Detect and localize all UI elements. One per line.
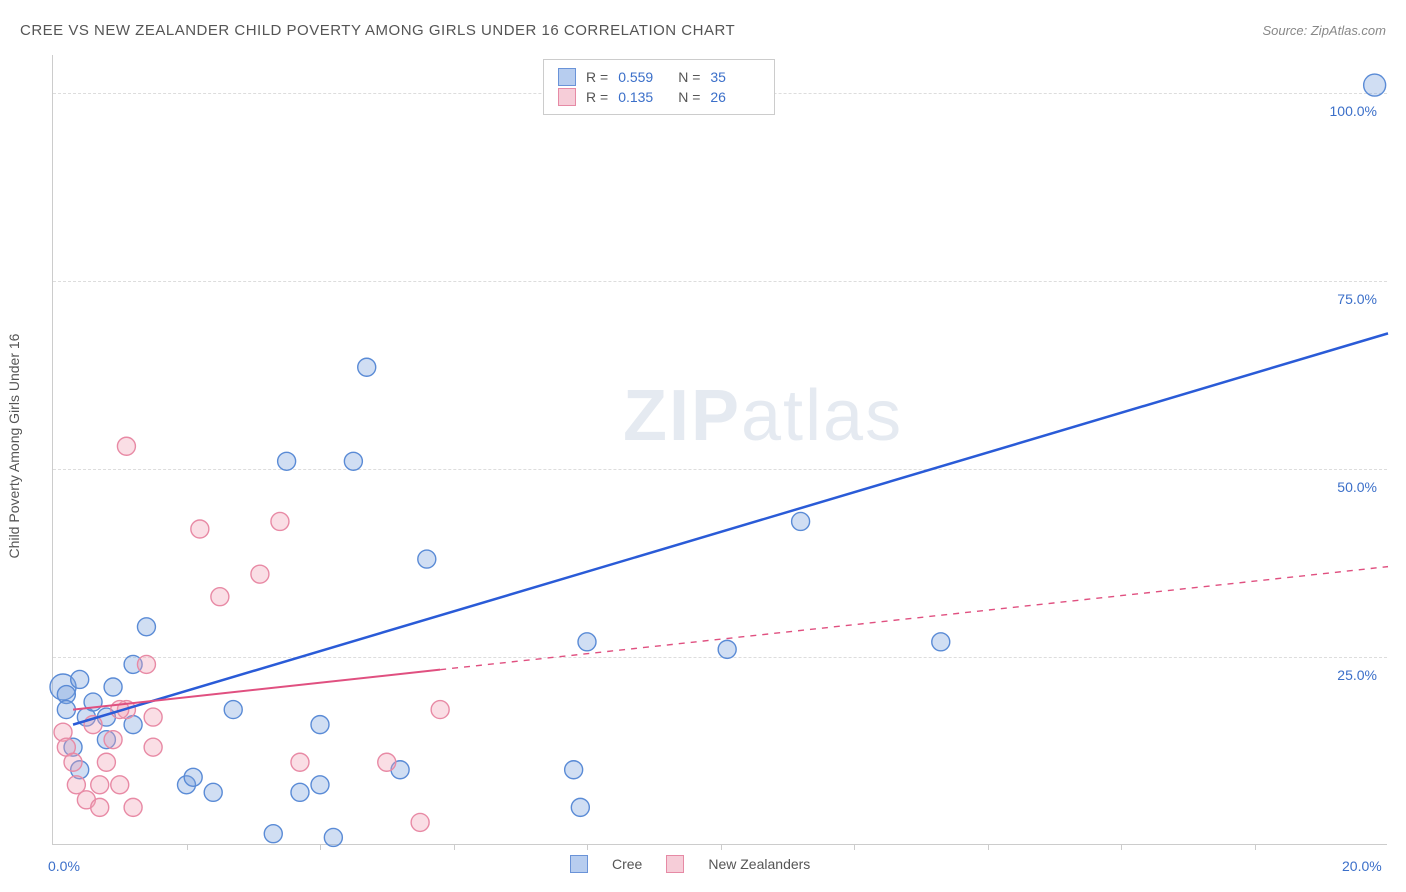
n-value-nz: 26	[710, 89, 760, 105]
swatch-nz-icon	[558, 88, 576, 106]
r-value-cree: 0.559	[618, 69, 668, 85]
data-point[interactable]	[184, 768, 202, 786]
x-tick	[587, 844, 588, 850]
n-value-cree: 35	[710, 69, 760, 85]
data-point[interactable]	[91, 798, 109, 816]
data-point[interactable]	[324, 828, 342, 846]
data-point[interactable]	[358, 358, 376, 376]
data-point[interactable]	[117, 437, 135, 455]
legend-label-nz: New Zealanders	[708, 856, 810, 872]
data-point[interactable]	[144, 738, 162, 756]
x-tick	[1121, 844, 1122, 850]
data-point[interactable]	[291, 783, 309, 801]
data-point[interactable]	[932, 633, 950, 651]
regression-line	[73, 333, 1388, 724]
r-value-nz: 0.135	[618, 89, 668, 105]
scatter-chart: 25.0%50.0%75.0%100.0% ZIPatlas R = 0.559…	[52, 55, 1387, 845]
y-axis-label: Child Poverty Among Girls Under 16	[6, 334, 22, 559]
x-axis-label: 20.0%	[1342, 858, 1382, 874]
x-tick	[187, 844, 188, 850]
series-legend: Cree New Zealanders	[570, 855, 810, 873]
data-point[interactable]	[578, 633, 596, 651]
data-point[interactable]	[91, 776, 109, 794]
plot-area	[53, 55, 1387, 844]
data-point[interactable]	[251, 565, 269, 583]
x-tick	[721, 844, 722, 850]
legend-label-cree: Cree	[612, 856, 642, 872]
data-point[interactable]	[144, 708, 162, 726]
data-point[interactable]	[1364, 74, 1386, 96]
data-point[interactable]	[264, 825, 282, 843]
swatch-nz-icon	[666, 855, 684, 873]
data-point[interactable]	[431, 701, 449, 719]
data-point[interactable]	[418, 550, 436, 568]
data-point[interactable]	[311, 776, 329, 794]
n-label: N =	[678, 69, 700, 85]
data-point[interactable]	[191, 520, 209, 538]
data-point[interactable]	[137, 655, 155, 673]
x-axis-label: 0.0%	[48, 858, 80, 874]
x-tick	[454, 844, 455, 850]
data-point[interactable]	[111, 776, 129, 794]
data-point[interactable]	[104, 678, 122, 696]
data-point[interactable]	[104, 731, 122, 749]
swatch-cree-icon	[570, 855, 588, 873]
r-label: R =	[586, 69, 608, 85]
x-tick	[1255, 844, 1256, 850]
x-tick	[988, 844, 989, 850]
data-point[interactable]	[411, 813, 429, 831]
data-point[interactable]	[291, 753, 309, 771]
data-point[interactable]	[718, 640, 736, 658]
data-point[interactable]	[278, 452, 296, 470]
x-tick	[854, 844, 855, 850]
chart-title: CREE VS NEW ZEALANDER CHILD POVERTY AMON…	[20, 22, 735, 39]
data-point[interactable]	[64, 753, 82, 771]
n-label: N =	[678, 89, 700, 105]
data-point[interactable]	[97, 753, 115, 771]
data-point[interactable]	[571, 798, 589, 816]
regression-line-extrapolated	[440, 567, 1388, 670]
source-label: Source:	[1262, 23, 1310, 38]
data-point[interactable]	[124, 798, 142, 816]
data-point[interactable]	[792, 512, 810, 530]
source-attribution: Source: ZipAtlas.com	[1262, 23, 1386, 38]
data-point[interactable]	[57, 701, 75, 719]
data-point[interactable]	[378, 753, 396, 771]
source-link[interactable]: ZipAtlas.com	[1311, 23, 1386, 38]
data-point[interactable]	[565, 761, 583, 779]
r-label: R =	[586, 89, 608, 105]
data-point[interactable]	[211, 588, 229, 606]
data-point[interactable]	[224, 701, 242, 719]
x-tick	[320, 844, 321, 850]
regression-line	[73, 670, 440, 710]
legend-row-nz: R = 0.135 N = 26	[558, 88, 760, 106]
chart-header: CREE VS NEW ZEALANDER CHILD POVERTY AMON…	[20, 22, 1386, 39]
data-point[interactable]	[271, 512, 289, 530]
swatch-cree-icon	[558, 68, 576, 86]
correlation-legend: R = 0.559 N = 35 R = 0.135 N = 26	[543, 59, 775, 115]
data-point[interactable]	[344, 452, 362, 470]
data-point[interactable]	[204, 783, 222, 801]
data-point[interactable]	[137, 618, 155, 636]
data-point[interactable]	[311, 716, 329, 734]
legend-row-cree: R = 0.559 N = 35	[558, 68, 760, 86]
data-point[interactable]	[71, 670, 89, 688]
